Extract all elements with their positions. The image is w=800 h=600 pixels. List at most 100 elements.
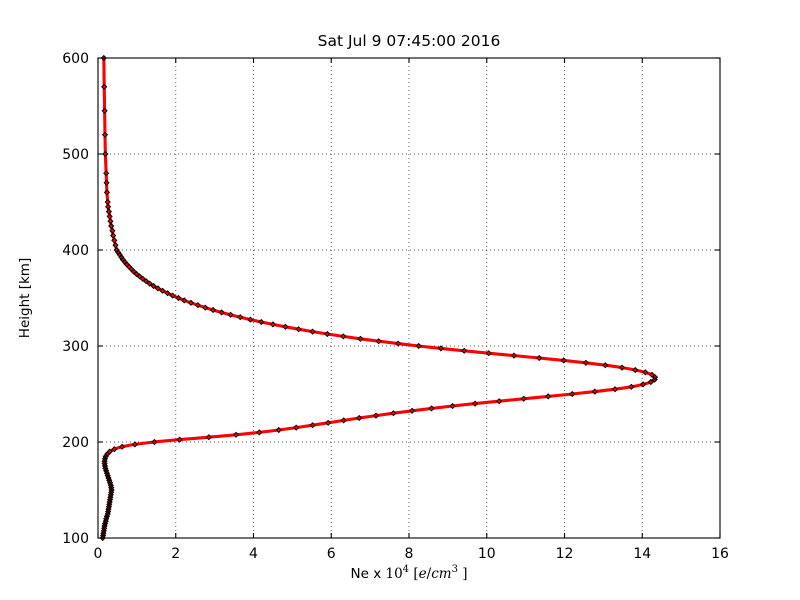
data-point-marker xyxy=(112,242,119,249)
data-point-marker xyxy=(151,438,158,446)
data-point-marker xyxy=(632,366,639,374)
data-point-marker xyxy=(103,189,111,196)
tick-label-x: 12 xyxy=(556,546,574,562)
data-point-marker xyxy=(209,306,217,314)
data-point-marker xyxy=(510,352,518,359)
data-point-marker xyxy=(111,237,118,244)
data-point-marker xyxy=(247,316,254,323)
data-point-marker xyxy=(611,386,619,393)
data-point-marker xyxy=(175,294,182,302)
data-point-marker xyxy=(106,213,113,220)
data-point-marker xyxy=(582,359,589,366)
data-point-marker xyxy=(105,208,112,215)
data-point-marker xyxy=(591,388,598,395)
data-point-marker xyxy=(103,170,110,177)
data-point-marker xyxy=(471,400,479,407)
data-point-marker xyxy=(109,227,116,234)
data-point-marker xyxy=(106,448,113,455)
tick-label-x: 0 xyxy=(94,546,103,562)
tick-label-x: 4 xyxy=(249,546,258,562)
data-point-marker xyxy=(395,340,402,347)
data-point-marker xyxy=(139,275,146,282)
tick-label-x: 2 xyxy=(171,546,180,562)
data-point-marker xyxy=(461,347,468,354)
tick-label-y: 200 xyxy=(62,435,89,451)
data-point-marker xyxy=(309,328,316,335)
data-point-marker xyxy=(169,292,176,299)
data-point-marker xyxy=(194,302,202,309)
tick-label-x: 14 xyxy=(633,546,651,562)
data-point-marker xyxy=(428,405,435,412)
data-point-marker xyxy=(118,443,126,450)
data-point-marker xyxy=(154,285,161,292)
data-point-marker xyxy=(372,412,380,419)
data-point-marker xyxy=(101,83,108,90)
data-point-marker xyxy=(131,441,139,448)
data-series-layer xyxy=(99,54,659,542)
data-point-marker xyxy=(164,290,171,297)
tick-label-y: 300 xyxy=(62,339,89,355)
data-point-marker xyxy=(176,436,183,443)
data-point-marker xyxy=(415,342,422,350)
data-point-marker xyxy=(390,410,397,417)
data-point-marker xyxy=(340,333,347,340)
data-point-marker xyxy=(496,398,503,405)
x-axis-label: Ne x 104 [e/cm3 ] xyxy=(351,564,468,582)
x-axis-unit-numerator: e xyxy=(419,566,427,582)
data-point-marker xyxy=(187,299,195,306)
data-point-marker xyxy=(104,198,111,206)
data-point-marker xyxy=(324,330,331,338)
x-axis-unit-exponent: 3 xyxy=(452,564,458,575)
data-point-marker xyxy=(113,246,120,254)
data-point-marker xyxy=(520,395,527,402)
data-point-marker xyxy=(202,304,209,311)
data-point-marker xyxy=(103,179,110,186)
data-point-marker xyxy=(146,280,153,287)
data-point-marker xyxy=(110,232,117,239)
tick-label-y: 100 xyxy=(62,531,89,547)
x-axis-tick-labels: 0 2 4 6 8 10 12 14 16 xyxy=(94,546,729,562)
data-point-marker xyxy=(628,383,635,390)
data-point-marker xyxy=(102,453,109,460)
x-axis-label-mantissa: 10 xyxy=(385,566,402,582)
data-point-marker xyxy=(275,426,282,434)
data-point-marker xyxy=(116,251,123,258)
data-point-marker xyxy=(237,314,244,321)
data-point-marker xyxy=(101,107,108,114)
y-axis-label: Height [km] xyxy=(17,258,33,338)
data-point-marker xyxy=(536,354,543,362)
data-point-marker xyxy=(618,364,626,371)
data-point-marker xyxy=(375,338,382,345)
data-point-marker xyxy=(569,390,576,398)
x-axis-label-prefix: Ne x xyxy=(351,566,386,582)
x-axis-unit-close: ] xyxy=(458,566,468,582)
data-point-marker xyxy=(409,407,416,414)
data-point-marker xyxy=(642,369,649,376)
data-point-marker xyxy=(205,434,212,441)
data-point-marker xyxy=(181,297,188,304)
data-point-marker xyxy=(485,350,492,357)
data-point-marker xyxy=(258,318,265,326)
x-axis-label-exponent: 4 xyxy=(403,564,409,575)
profile-markers xyxy=(99,54,659,542)
data-point-marker xyxy=(560,357,567,364)
tick-label-y: 500 xyxy=(62,147,89,163)
data-point-marker xyxy=(293,424,300,431)
data-point-marker xyxy=(282,323,289,330)
data-point-marker xyxy=(309,422,316,429)
y-axis-tick-labels: 100 200 300 400 500 600 xyxy=(62,51,89,547)
data-point-marker xyxy=(118,254,125,261)
data-point-marker xyxy=(159,287,166,294)
data-point-marker xyxy=(269,321,277,328)
data-point-marker xyxy=(437,345,444,352)
data-point-marker xyxy=(545,393,552,400)
tick-label-x: 8 xyxy=(405,546,414,562)
data-point-marker xyxy=(449,402,456,410)
data-point-marker xyxy=(356,414,363,422)
data-point-marker xyxy=(295,326,302,333)
data-point-marker xyxy=(100,54,107,62)
data-point-marker xyxy=(101,131,109,138)
y-axis-ticks xyxy=(98,57,720,539)
